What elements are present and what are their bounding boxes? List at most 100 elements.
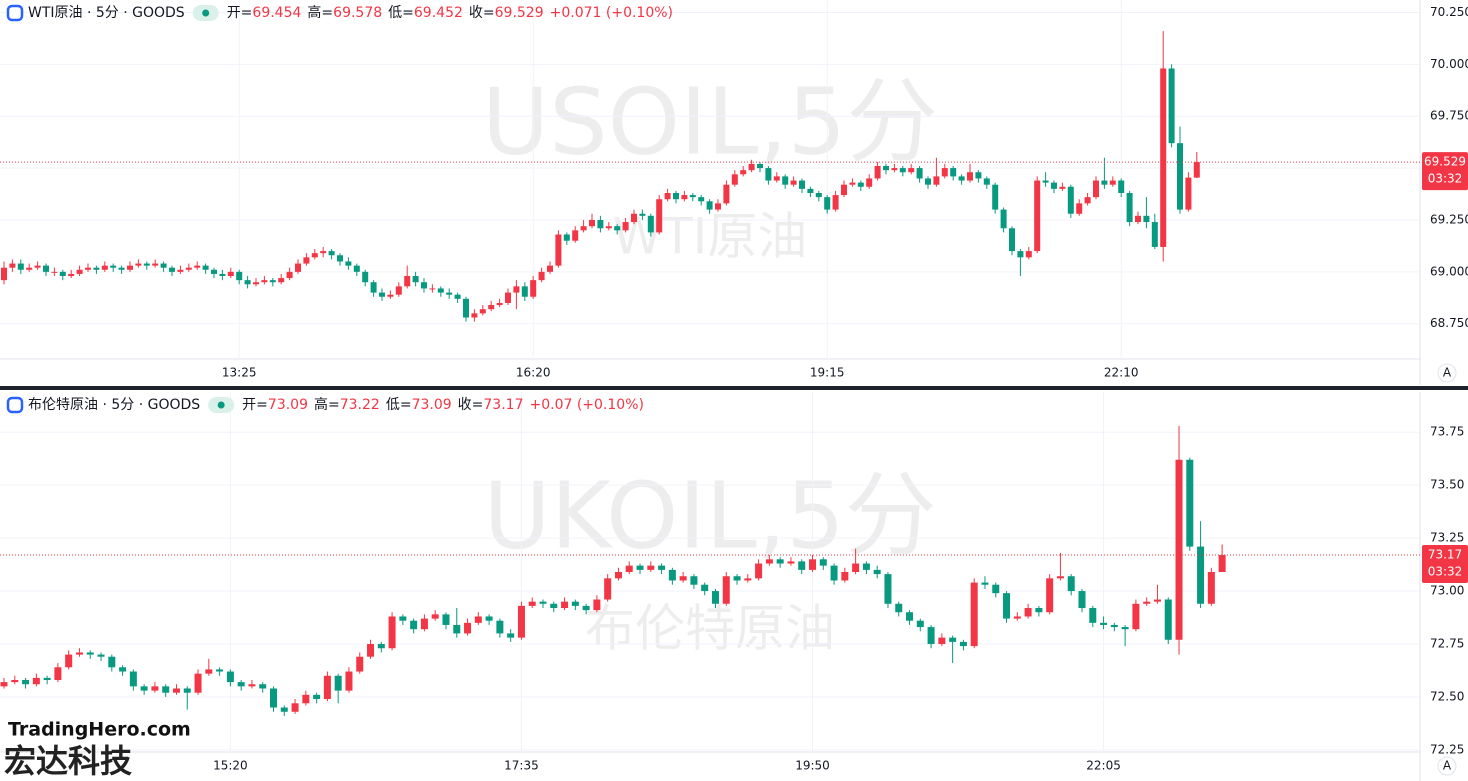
candle-body: [313, 694, 321, 700]
candle-body: [824, 197, 831, 210]
candle-body: [975, 172, 982, 179]
candle-body: [604, 578, 612, 600]
candle-body: [580, 226, 587, 231]
candle-body: [1109, 180, 1116, 185]
legend-text: 收=: [458, 397, 484, 413]
legend-text: 低=: [386, 397, 412, 413]
candle-body: [1009, 228, 1015, 252]
auto-scale-button[interactable]: [1437, 756, 1457, 776]
candle-body: [1003, 593, 1011, 619]
legend-text: 69.578: [333, 5, 382, 21]
candle-body: [22, 680, 30, 685]
candle-body: [9, 263, 16, 268]
candle-body: [916, 168, 923, 179]
candle-body: [550, 603, 558, 608]
price-tag-value: 73.17: [1428, 548, 1462, 562]
candle-body: [1024, 608, 1032, 617]
candle-body: [673, 192, 679, 200]
legend-text: 收=: [469, 5, 495, 21]
candle-body: [689, 195, 696, 198]
candle-body: [906, 612, 914, 621]
candle-body: [740, 170, 747, 175]
x-tick-label: 19:15: [810, 366, 845, 380]
candle-body: [668, 569, 676, 581]
legend-text: WTI原油 · 5分 · GOODS: [28, 5, 185, 21]
candle-body: [219, 273, 226, 276]
legend-text: 69.454: [252, 5, 301, 21]
candle-body: [528, 601, 536, 606]
candle-body: [916, 620, 924, 628]
y-tick-label: 73.75: [1430, 425, 1464, 439]
legend-text: 高=: [314, 396, 340, 413]
candle-body: [270, 688, 277, 708]
candle-body: [1084, 197, 1091, 204]
watermark: 布伦特原油: [585, 600, 835, 658]
candle-body: [647, 565, 655, 570]
candle-body: [517, 605, 525, 638]
candle-body: [474, 616, 482, 623]
candle-body: [43, 265, 49, 272]
candle-body: [715, 203, 721, 210]
symbol-icon: [6, 4, 24, 22]
candle-body: [97, 654, 105, 657]
candle-body: [237, 682, 245, 687]
candle-body: [873, 569, 881, 575]
candle-body: [790, 180, 797, 185]
candle-body: [959, 641, 967, 647]
legend-text: 73.09: [412, 397, 452, 413]
legend-text: 69.529: [495, 5, 544, 21]
candle-body: [636, 565, 644, 570]
auto-scale-label[interactable]: A: [1443, 759, 1452, 773]
y-tick-label: 69.750: [1430, 109, 1468, 123]
auto-scale-label[interactable]: A: [1443, 366, 1452, 380]
candle-body: [108, 656, 116, 668]
candle-body: [129, 671, 137, 687]
candle-body: [679, 576, 687, 581]
candle-body: [622, 222, 629, 231]
candle-body: [244, 280, 251, 285]
watermark: WTI原油: [613, 208, 808, 266]
candle-body: [895, 603, 903, 613]
candle-body: [614, 572, 622, 579]
candle-body: [76, 269, 83, 274]
candle-body: [1035, 608, 1043, 613]
candle-body: [1101, 180, 1108, 185]
candle-body: [280, 707, 288, 712]
candle-body: [507, 633, 515, 638]
candle-body: [841, 184, 847, 196]
candle-body: [259, 684, 267, 689]
candle-body: [269, 280, 276, 283]
candle-body: [1076, 203, 1083, 214]
y-tick-label: 73.00: [1430, 584, 1464, 598]
candle-body: [925, 178, 931, 185]
candle-body: [1017, 251, 1024, 258]
candle-body: [664, 192, 671, 200]
market-status-dot: [217, 401, 225, 409]
candle-body: [353, 265, 360, 272]
candle-body: [151, 686, 159, 691]
candle-body: [561, 601, 569, 608]
candle-body: [555, 234, 562, 266]
candle-body: [765, 559, 773, 564]
legend-text: 73.09: [268, 397, 308, 413]
candle-body: [992, 184, 999, 210]
auto-scale-button[interactable]: [1437, 363, 1457, 383]
candle-body: [605, 226, 612, 229]
candle-body: [949, 637, 957, 642]
candle-body: [1143, 601, 1151, 604]
x-tick-label: 13:25: [222, 366, 257, 380]
y-tick-label: 68.750: [1430, 316, 1468, 330]
candle-body: [857, 182, 864, 187]
candle-body: [589, 219, 595, 227]
x-tick-label: 16:20: [516, 366, 551, 380]
candle-body: [303, 257, 310, 264]
candle-body: [1034, 180, 1041, 252]
candle-body: [874, 166, 881, 179]
candle-body: [950, 168, 957, 177]
candle-body: [891, 168, 898, 171]
candle-body: [1177, 143, 1183, 210]
candle-body: [731, 174, 738, 185]
candle-body: [202, 265, 209, 270]
price-tag-countdown: 03:32: [1428, 565, 1463, 579]
candle-body: [183, 688, 191, 693]
